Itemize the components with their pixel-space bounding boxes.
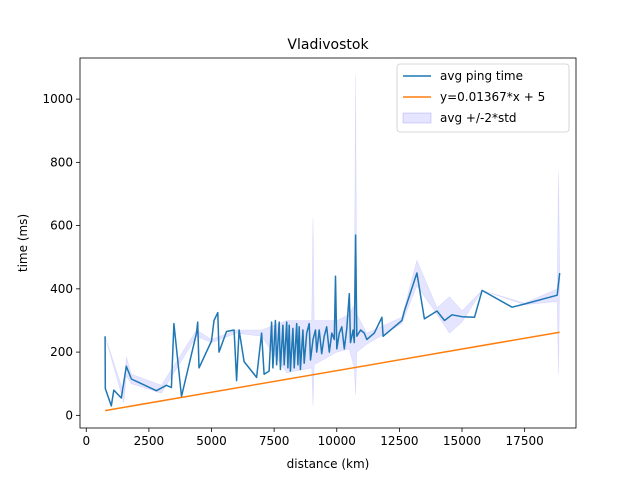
x-axis-label: distance (km) <box>287 457 370 471</box>
x-tick-label: 12500 <box>380 434 418 448</box>
legend-entry-label: avg +/-2*std <box>440 111 517 125</box>
y-tick-label: 400 <box>50 282 73 296</box>
y-tick-label: 1000 <box>42 92 73 106</box>
y-axis-label: time (ms) <box>16 214 30 272</box>
fit-line <box>104 331 560 412</box>
series-line-layer <box>104 234 561 412</box>
y-tick-label: 0 <box>65 408 73 422</box>
x-tick-label: 17500 <box>506 434 544 448</box>
legend-entry-label: avg ping time <box>440 69 523 83</box>
avg-ping-time-line <box>104 234 561 407</box>
legend-box <box>396 63 570 133</box>
x-axis-ticks: 0 2500 5000 7500 10000 12500 15000 17500 <box>82 428 544 448</box>
x-tick-label: 7500 <box>259 434 290 448</box>
chart-title: Vladivostok <box>287 37 369 53</box>
legend-entry-label: y=0.01367*x + 5 <box>440 90 545 104</box>
x-tick-label: 10000 <box>318 434 356 448</box>
y-axis-ticks: 0 200 400 600 800 1000 <box>42 92 80 422</box>
legend: avg ping time y=0.01367*x + 5 avg +/-2*std <box>396 63 570 133</box>
legend-swatch <box>402 112 432 124</box>
axes-frame <box>79 57 577 429</box>
x-tick-label: 0 <box>82 434 90 448</box>
y-tick-label: 600 <box>50 219 73 233</box>
x-tick-label: 2500 <box>134 434 165 448</box>
x-tick-label: 15000 <box>443 434 481 448</box>
x-tick-label: 5000 <box>196 434 227 448</box>
y-tick-label: 800 <box>50 155 73 169</box>
plot-area <box>104 75 561 412</box>
y-tick-label: 200 <box>50 345 73 359</box>
